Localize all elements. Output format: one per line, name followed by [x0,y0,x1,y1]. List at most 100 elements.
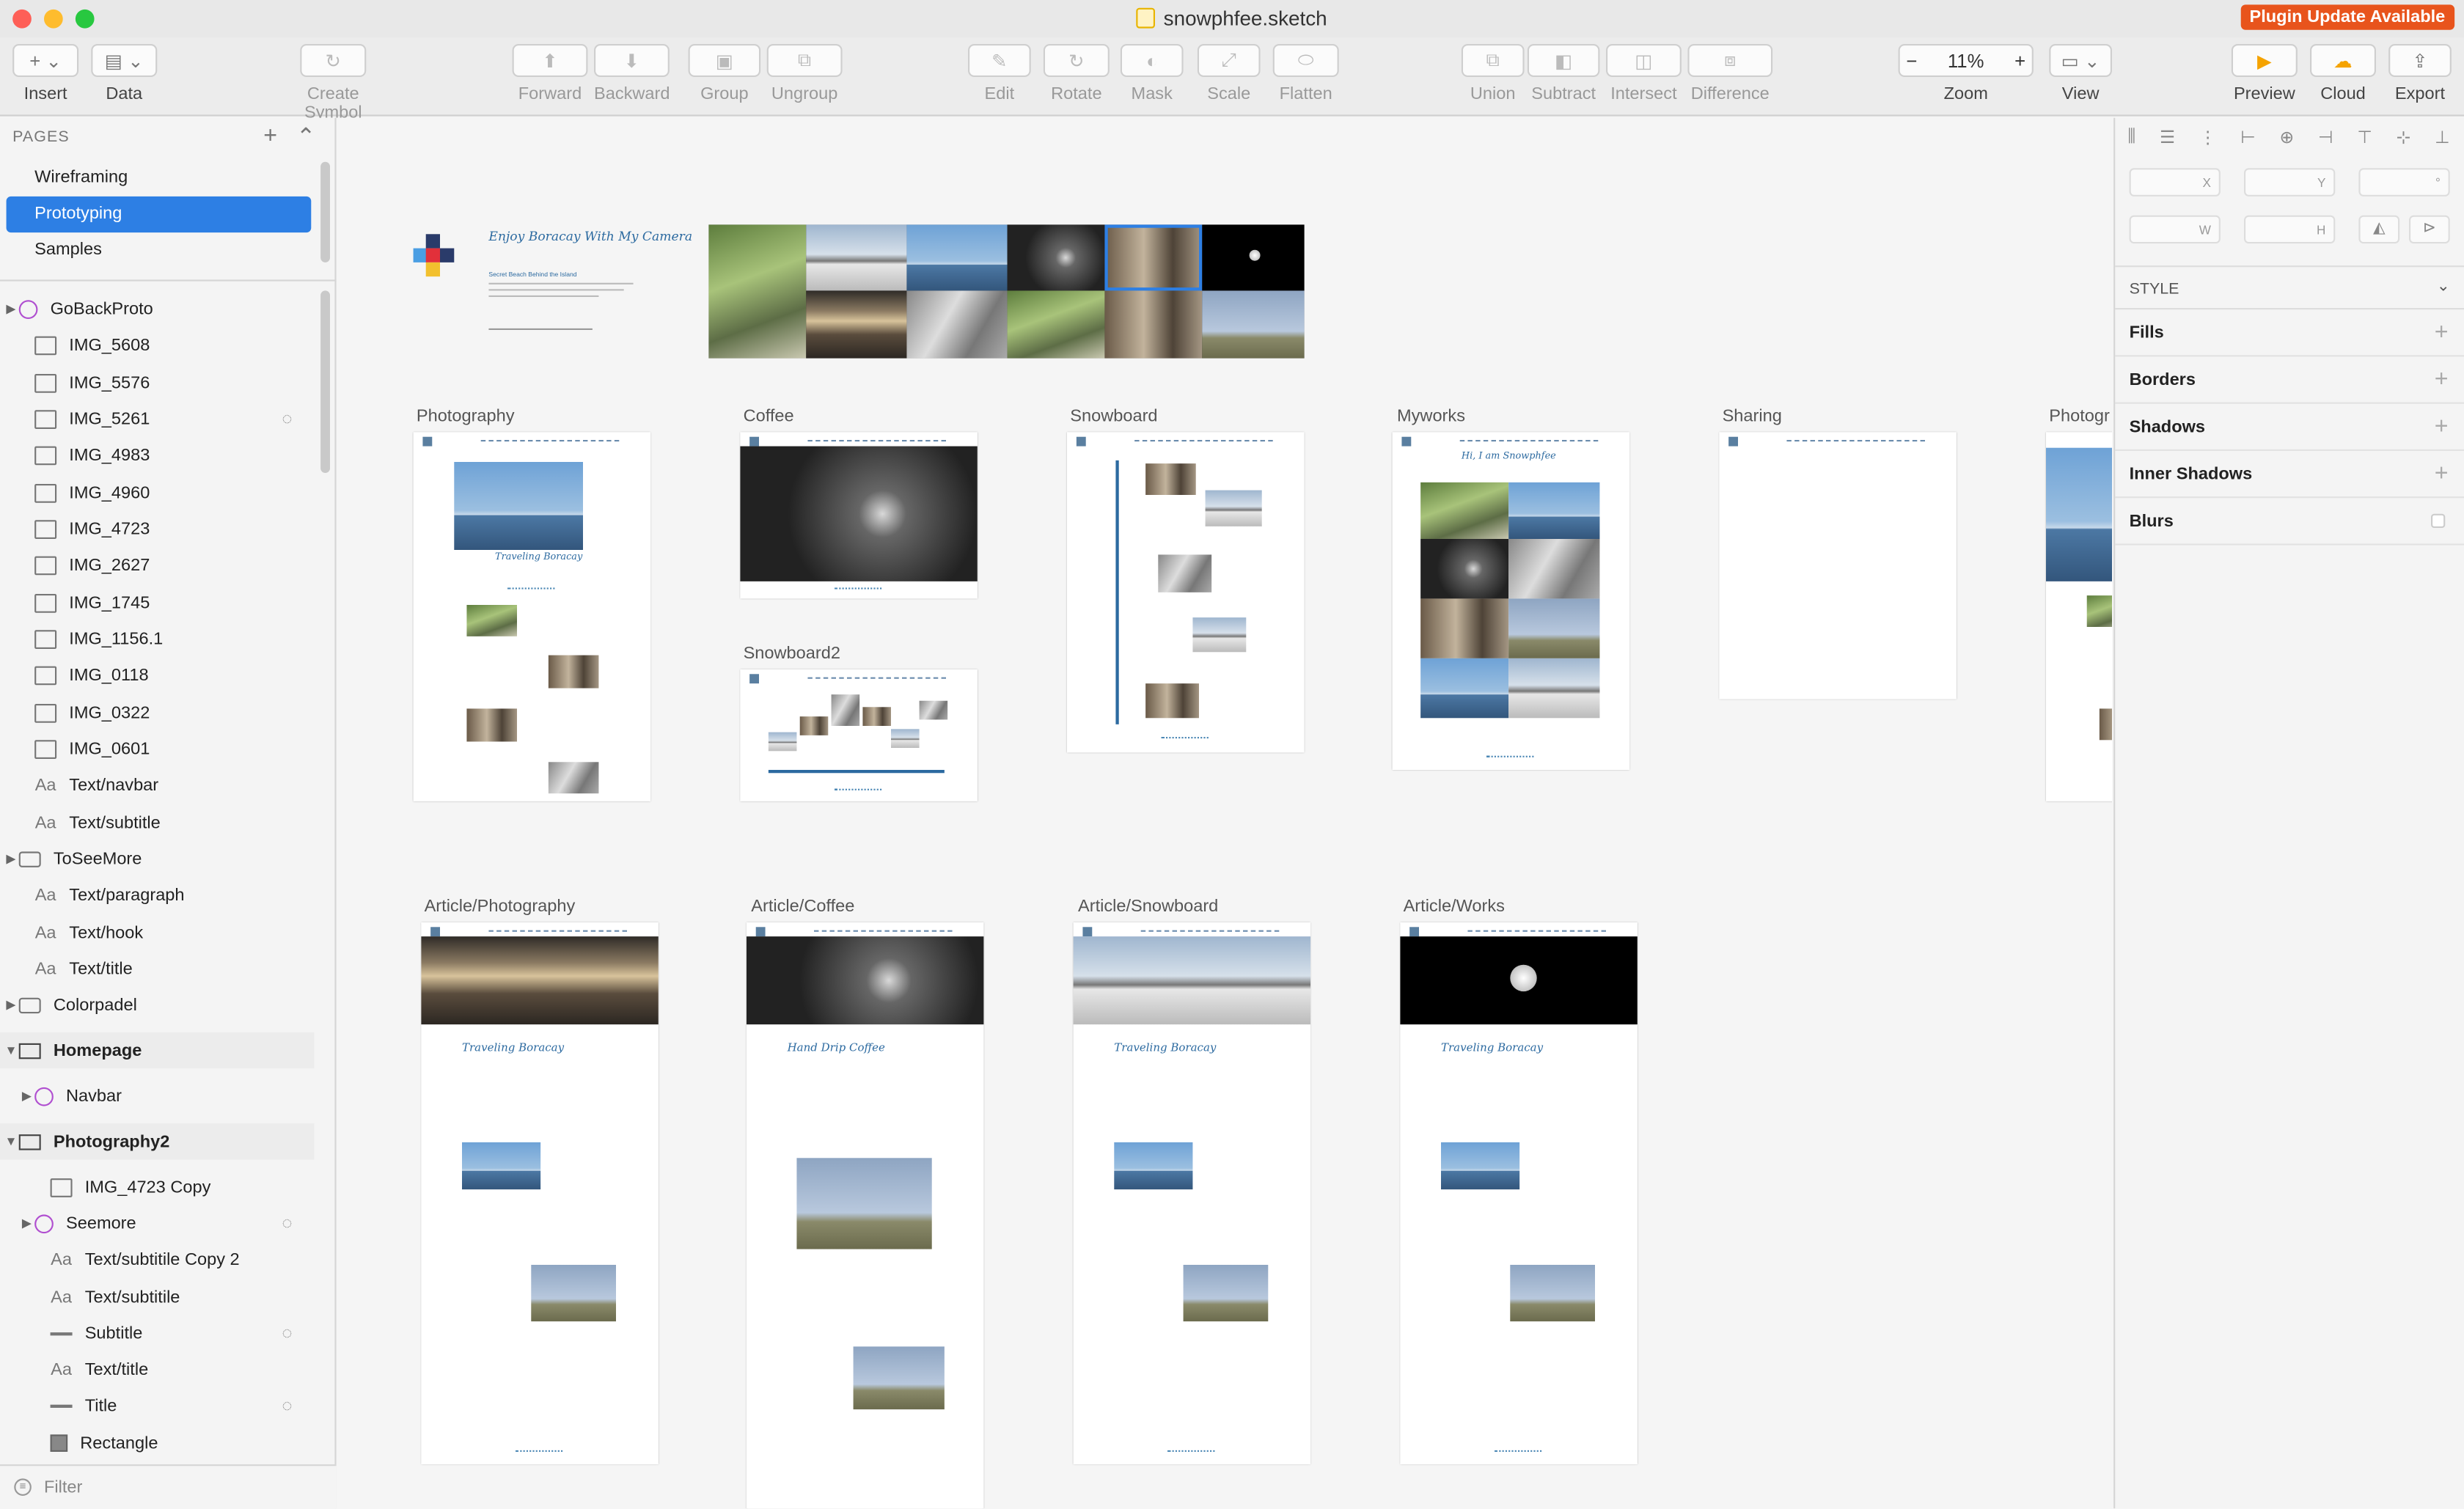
layer-row[interactable]: ▶ ToSeeMore [0,840,315,876]
artboard-label[interactable]: Article/Snowboard [1078,897,1219,917]
preview-button[interactable]: ▶ Preview [2231,44,2298,103]
scale-button[interactable]: ⤢ Scale [1197,44,1261,103]
shadows-section[interactable]: Shadows + [2115,404,2464,451]
layer-row[interactable]: Aa Text/subtitle [0,804,315,840]
layer-row[interactable]: IMG_4960 [0,474,315,510]
layer-row[interactable]: Aa Text/paragraph [0,877,315,913]
layer-row[interactable]: IMG_5576 [0,364,315,400]
add-page-icon[interactable]: + [263,122,278,150]
layer-row[interactable]: Aa Text/subtitile Copy 2 [0,1241,315,1277]
create-symbol-button[interactable]: ↻ Create Symbol [276,44,389,122]
plugin-update-badge[interactable]: Plugin Update Available [2240,4,2455,30]
layer-row[interactable]: ▶ GoBackProto [0,290,315,326]
disclosure-icon[interactable]: ▶ [6,851,16,866]
mask-button[interactable]: ◐ Mask [1120,44,1184,103]
export-button[interactable]: ⇪ Export [2388,44,2452,103]
artboard-article-works[interactable]: Traveling Boracay [1400,922,1638,1465]
align-right-icon[interactable]: ⊣ [2318,128,2333,148]
layer-row[interactable]: Aa Text/hook [0,914,315,950]
hidden-eye-icon[interactable]: ◌ [282,1214,293,1233]
artboard-label[interactable]: Article/Photography [424,897,576,917]
rotation-field[interactable]: ° [2358,168,2450,197]
blurs-section[interactable]: Blurs [2115,498,2464,546]
borders-section[interactable]: Borders + [2115,356,2464,404]
more-icon[interactable]: ⋮ [2199,128,2217,148]
union-button[interactable]: ⧉ Union [1461,44,1525,103]
artboard-label[interactable]: Article/Coffee [751,897,855,917]
zoom-out-icon[interactable]: − [1906,49,1918,72]
ungroup-button[interactable]: ⧉ Ungroup [766,44,843,103]
align-bottom-icon[interactable]: ⊥ [2435,128,2450,148]
artboard-coffee[interactable] [740,432,978,599]
align-center-icon[interactable]: ⊕ [2279,128,2295,148]
align-top-icon[interactable]: ⊤ [2357,128,2372,148]
layer-row[interactable]: Rectangle [0,1425,315,1461]
hidden-eye-icon[interactable]: ◌ [282,409,293,428]
add-shadow-icon[interactable]: + [2434,413,2449,440]
layer-row[interactable]: ▼ Homepage [0,1032,315,1069]
backward-button[interactable]: ⬇ Backward [594,44,670,103]
align-left-icon[interactable]: ⊢ [2240,128,2256,148]
artboard-article-coffee[interactable]: Hand Drip Coffee [746,922,984,1509]
disclosure-icon[interactable]: ▶ [21,1089,32,1104]
layer-row[interactable]: IMG_4983 [0,437,315,473]
height-field[interactable]: H [2244,215,2336,244]
cloud-button[interactable]: ☁ Cloud [2310,44,2376,103]
disclosure-open-icon[interactable]: ▼ [4,1134,18,1149]
rotate-button[interactable]: ↻ Rotate [1043,44,1110,103]
layer-row[interactable]: Aa Text/subtitile [0,1279,315,1315]
artboard-label[interactable]: Snowboard [1070,407,1158,426]
artboard-label[interactable]: Coffee [743,407,794,426]
style-header[interactable]: STYLE ⌄ [2115,265,2464,310]
page-item-prototyping[interactable]: Prototyping [6,196,312,233]
layer-row[interactable]: Aa Text/title [0,950,315,986]
layer-row[interactable]: IMG_1745 [0,584,315,620]
fills-section[interactable]: Fills + [2115,309,2464,357]
layer-row[interactable]: Aa Text/navbar [0,767,315,803]
layer-row[interactable]: IMG_1156.1 [0,620,315,656]
pages-scrollbar[interactable] [320,161,330,262]
grid-photo-selected[interactable] [1104,224,1203,291]
canvas[interactable]: Enjoy Boracay With My Camera Secret Beac… [337,117,2112,1509]
layer-row[interactable]: ▶ Colorpadel [0,987,315,1023]
group-button[interactable]: ▣ Group [688,44,761,103]
align-middle-icon[interactable]: ⊹ [2396,128,2411,148]
difference-button[interactable]: ⧈ Difference [1687,44,1773,103]
disclosure-icon[interactable]: ▶ [6,997,16,1012]
artboard-label[interactable]: Photography [416,407,515,426]
hidden-eye-icon[interactable]: ◌ [282,1395,293,1415]
artboard-label[interactable]: Article/Works [1403,897,1505,917]
intersect-button[interactable]: ◫ Intersect [1606,44,1682,103]
layer-row[interactable]: ▶ Seemore ◌ [0,1205,315,1241]
layer-row[interactable]: IMG_5608 [0,327,315,363]
zoom-in-icon[interactable]: + [2014,49,2026,72]
flatten-button[interactable]: ⬭ Flatten [1272,44,1339,103]
insert-button[interactable]: + ⌄ Insert [12,44,79,103]
flip-vertical-icon[interactable]: ⊳ [2409,215,2450,244]
artboard-snowboard2[interactable] [740,669,978,801]
layer-row[interactable]: IMG_0601 [0,730,315,766]
layers-scrollbar[interactable] [320,290,330,473]
data-button[interactable]: ▤ ⌄ Data [91,44,158,103]
artboard-sharing[interactable] [1719,432,1957,700]
hidden-eye-icon[interactable]: ◌ [282,1323,293,1343]
disclosure-icon[interactable]: ▶ [6,301,16,316]
x-field[interactable]: X [2129,168,2221,197]
layer-row[interactable]: IMG_0322 [0,694,315,730]
add-border-icon[interactable]: + [2434,366,2449,393]
layer-row[interactable]: IMG_5261 ◌ [0,400,315,436]
width-field[interactable]: W [2129,215,2221,244]
add-inner-shadow-icon[interactable]: + [2434,460,2449,488]
edit-button[interactable]: ✎ Edit [968,44,1031,103]
artboard-article-snowboard[interactable]: Traveling Boracay [1073,922,1311,1465]
artboard-label[interactable]: Myworks [1397,407,1465,426]
layer-row[interactable]: IMG_4723 Copy [0,1169,315,1205]
y-field[interactable]: Y [2244,168,2336,197]
zoom-control[interactable]: − 11% + Zoom [1898,44,2034,103]
layer-row[interactable]: Subtitle ◌ [0,1315,315,1351]
zoom-window-button[interactable] [75,9,95,29]
layer-row[interactable]: IMG_4723 [0,510,315,546]
minimize-window-button[interactable] [44,9,63,29]
artboard-label[interactable]: Snowboard2 [743,644,840,664]
blur-checkbox[interactable] [2431,513,2446,528]
